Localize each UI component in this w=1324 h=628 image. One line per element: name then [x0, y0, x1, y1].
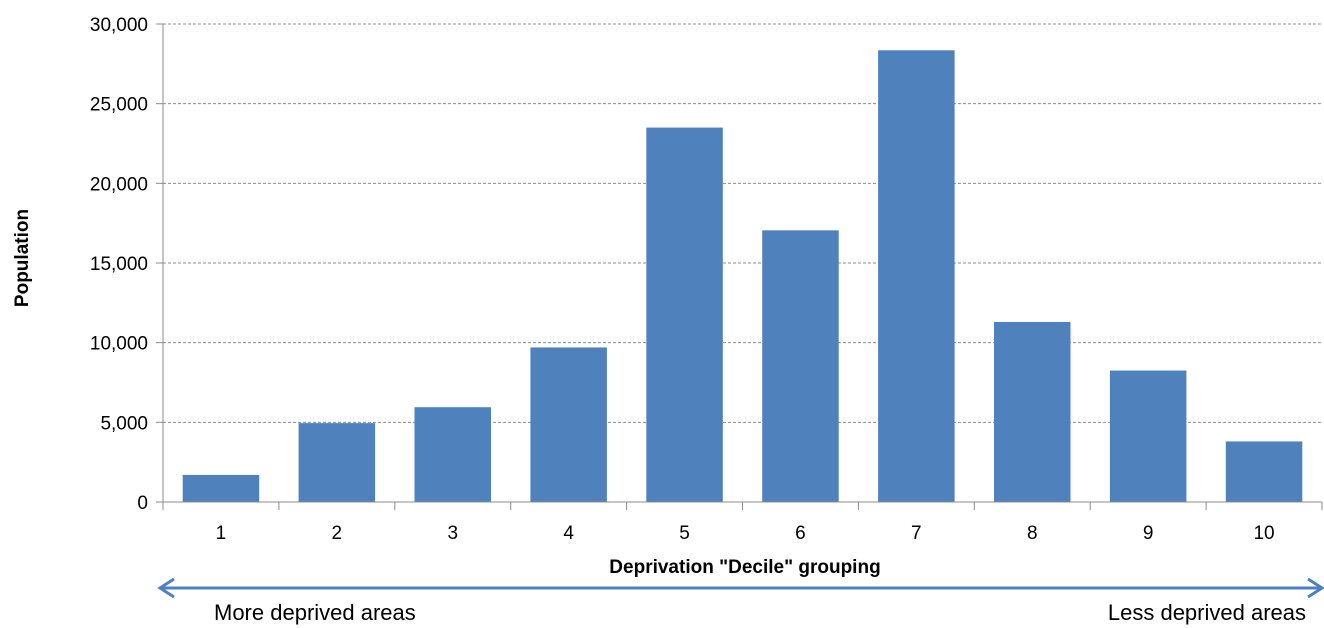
more-deprived-label: More deprived areas — [214, 600, 416, 625]
bar-10 — [1225, 441, 1303, 502]
y-tick-label: 20,000 — [90, 174, 148, 195]
x-tick-label: 6 — [795, 523, 806, 544]
bar-7 — [878, 50, 955, 502]
y-axis-title: Population — [12, 209, 33, 307]
gridlines — [163, 23, 1322, 423]
x-tick-label: 4 — [563, 523, 574, 544]
x-tick-label: 10 — [1253, 523, 1274, 544]
bar-1 — [182, 474, 260, 502]
x-tick-label: 7 — [911, 523, 922, 544]
y-tick-label: 5,000 — [100, 413, 148, 434]
y-tick-label: 10,000 — [90, 334, 148, 355]
arrow-head-right — [1307, 577, 1324, 599]
x-tick-label: 9 — [1143, 523, 1154, 544]
bar-2 — [298, 423, 376, 502]
bar-5 — [646, 127, 723, 503]
x-tick-label: 3 — [447, 523, 458, 544]
x-axis-title: Deprivation "Decile" grouping — [609, 557, 880, 578]
x-tick-label: 2 — [332, 523, 343, 544]
x-tick-label: 1 — [216, 523, 227, 544]
y-tick-labels: 0 5,000 10,000 15,000 20,000 25,000 30,000 — [90, 15, 148, 514]
arrow-head-left — [157, 577, 175, 599]
axes — [156, 23, 1323, 510]
y-tick-label: 30,000 — [90, 15, 148, 36]
bar-6 — [762, 230, 839, 502]
x-tick-labels: 1 2 3 4 5 6 7 8 9 10 — [216, 523, 1275, 544]
less-deprived-label: Less deprived areas — [1108, 600, 1306, 625]
x-tick-label: 8 — [1027, 523, 1038, 544]
y-tick-label: 15,000 — [90, 254, 148, 275]
bar-9 — [1109, 370, 1187, 502]
deprivation-arrow — [157, 577, 1324, 599]
y-tick-label: 0 — [137, 493, 148, 514]
bar-3 — [414, 407, 491, 502]
y-tick-label: 25,000 — [90, 95, 148, 116]
bar-8 — [994, 321, 1071, 502]
bars — [182, 50, 1303, 503]
bar-4 — [530, 347, 607, 502]
x-tick-label: 5 — [679, 523, 690, 544]
